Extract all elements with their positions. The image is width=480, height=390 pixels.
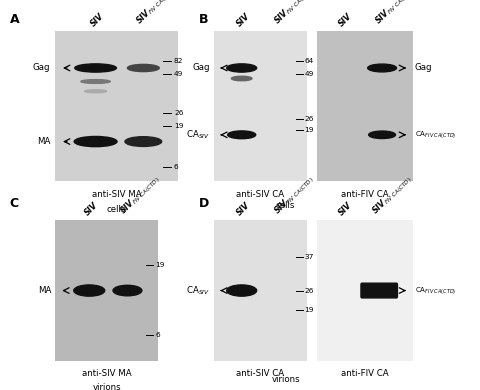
Ellipse shape [84,90,107,93]
Ellipse shape [227,64,257,72]
Text: CA$_{SIV}$: CA$_{SIV}$ [186,129,210,141]
Text: 26: 26 [304,287,314,294]
Text: MA: MA [37,137,50,146]
Text: virions: virions [271,375,300,384]
Ellipse shape [231,76,252,81]
Text: MA: MA [38,286,51,295]
Ellipse shape [113,285,142,296]
Ellipse shape [228,131,256,139]
Text: Gag: Gag [415,64,432,73]
Text: 26: 26 [174,110,183,116]
Text: anti-FIV CA: anti-FIV CA [341,190,389,199]
Text: Gag: Gag [33,64,50,73]
Text: 49: 49 [304,71,314,77]
Text: Gag: Gag [192,64,210,73]
Ellipse shape [125,136,162,146]
FancyBboxPatch shape [361,283,397,298]
Text: SIV: SIV [83,200,100,218]
Text: virions: virions [93,383,121,390]
Text: D: D [199,197,209,210]
Text: 82: 82 [174,58,183,64]
Text: CA$_{FIV\ CA(CTD)}$: CA$_{FIV\ CA(CTD)}$ [415,129,456,140]
Text: SIV$_{FIV\ CA(CTD)}$: SIV$_{FIV\ CA(CTD)}$ [370,172,415,218]
Ellipse shape [369,131,396,138]
Text: SIV$_{FIV\ CA(CTD)}$: SIV$_{FIV\ CA(CTD)}$ [118,172,163,218]
Text: SIV$_{FIV\ CA(CTD)}$: SIV$_{FIV\ CA(CTD)}$ [271,0,317,28]
Ellipse shape [227,285,257,296]
Text: B: B [199,13,209,27]
Text: SIV: SIV [235,200,252,218]
Text: 64: 64 [304,58,313,64]
Text: 49: 49 [174,71,183,77]
Text: SIV: SIV [89,11,106,28]
Text: anti-SIV CA: anti-SIV CA [236,190,285,199]
Ellipse shape [368,64,396,72]
Text: A: A [10,13,19,27]
Text: 19: 19 [156,262,165,268]
Text: SIV: SIV [235,11,252,28]
Text: cells: cells [107,206,126,214]
Text: 26: 26 [304,116,314,122]
Text: 6: 6 [156,332,160,338]
Text: SIV$_{FIV\ CA(CTD)}$: SIV$_{FIV\ CA(CTD)}$ [372,0,418,28]
Text: 19: 19 [174,123,183,129]
Text: anti-FIV CA: anti-FIV CA [341,369,389,378]
Text: 19: 19 [304,307,314,313]
Ellipse shape [81,80,110,83]
Text: 19: 19 [304,127,314,133]
Text: anti-SIV CA: anti-SIV CA [236,369,285,378]
Text: CA$_{SIV}$: CA$_{SIV}$ [186,284,210,297]
Ellipse shape [74,285,105,296]
Ellipse shape [127,64,159,72]
Text: 37: 37 [304,254,314,260]
Text: CA$_{FIV\ CA(CTD)}$: CA$_{FIV\ CA(CTD)}$ [415,285,456,296]
Ellipse shape [75,64,117,72]
Text: C: C [10,197,19,210]
Text: cells: cells [276,201,295,210]
Text: SIV: SIV [337,200,354,218]
Text: SIV: SIV [337,11,354,28]
Text: anti-SIV MA: anti-SIV MA [92,190,141,199]
Text: SIV$_{FIV\ CA(CTD)}$: SIV$_{FIV\ CA(CTD)}$ [271,172,317,218]
Text: anti-SIV MA: anti-SIV MA [82,369,132,378]
Ellipse shape [74,136,117,147]
Text: 6: 6 [174,164,179,170]
Text: SIV$_{FIV\ CA(CTD)}$: SIV$_{FIV\ CA(CTD)}$ [133,0,179,28]
